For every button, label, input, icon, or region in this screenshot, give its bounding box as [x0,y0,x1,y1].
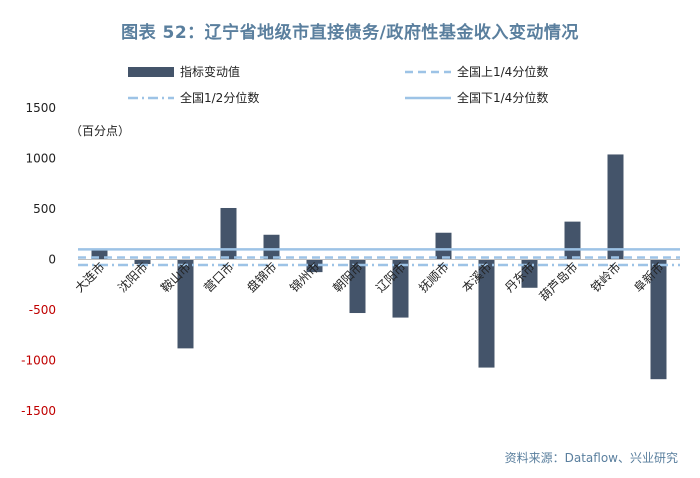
y-axis-ticks: 1500 1000 500 0 -500 -1000 -1500 [21,101,56,418]
bar-8 [435,232,452,260]
legend-label: 全国上1/4分位数 [457,64,548,79]
y-tick-label: -1500 [21,404,56,418]
y-tick-label: -1000 [21,354,56,368]
bar-11 [564,221,581,260]
bar-13 [650,259,667,380]
reference-lines [78,248,680,267]
bar-0 [91,249,108,260]
bar-1 [134,259,151,265]
bar-4 [263,234,280,260]
bars [78,154,680,380]
y-tick-label: -500 [29,303,56,317]
bar-5 [306,259,323,273]
y-tick-label: 1500 [25,101,56,115]
y-axis-label: （百分点） [70,124,130,138]
legend-label: 指标变动值 [180,64,240,79]
bar-9 [478,259,495,368]
legend-label: 全国下1/4分位数 [457,90,548,105]
legend-label: 全国1/2分位数 [180,90,259,105]
bar-6 [349,259,366,314]
y-tick-label: 0 [48,253,56,267]
bar-7 [392,259,409,318]
bar-12 [607,154,624,260]
legend-swatch-bar [128,67,174,77]
y-tick-label: 1000 [25,152,56,166]
source-note: 资料来源：Dataflow、兴业研究 [504,451,678,465]
bar-2 [177,259,194,349]
chart-title: 图表 52：辽宁省地级市直接债务/政府性基金收入变动情况 [121,23,579,43]
x-tick-label: 大连市 [72,259,108,295]
bar-10 [521,259,538,288]
bar-3 [220,207,237,260]
y-tick-label: 500 [33,202,56,216]
